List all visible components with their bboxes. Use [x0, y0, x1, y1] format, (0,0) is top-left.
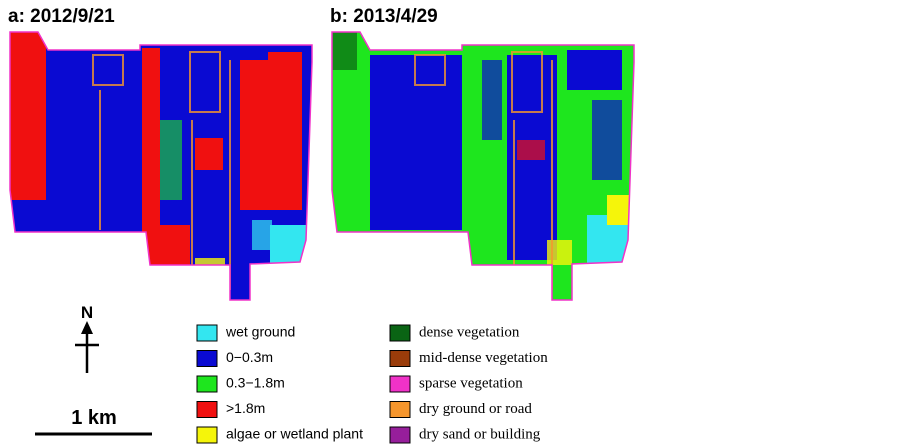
north-label: N [81, 303, 93, 322]
legend-label: wet ground [225, 324, 295, 340]
legend-label: dense vegetation [419, 324, 520, 340]
panel-title: b: 2013/4/29 [330, 6, 438, 27]
legend-swatch [389, 350, 411, 367]
legend-label: dry sand or building [419, 426, 541, 442]
legend-swatch [389, 324, 411, 342]
legend-swatch [196, 426, 218, 444]
legend-label: algae or wetland plant [226, 426, 363, 442]
legend-label: mid-dense vegetation [419, 350, 548, 366]
legend-swatch [389, 375, 411, 393]
legend-swatch [196, 375, 218, 393]
panel-title: a: 2012/9/21 [8, 6, 115, 27]
legend: wet ground 0−0.3m 0.3−1.8m >1.8m algae or we… [196, 324, 548, 444]
legend-label: sparse vegetation [419, 375, 523, 391]
legend-label: >1.8m [226, 400, 265, 416]
legend-swatch [389, 401, 411, 418]
legend-label: 0−0.3m [226, 349, 273, 365]
map-b [332, 32, 634, 300]
legend-swatch [389, 426, 411, 444]
legend-swatch [196, 324, 218, 342]
legend-swatch [196, 401, 218, 418]
north-arrow [75, 330, 99, 373]
legend-label: 0.3−1.8m [226, 375, 285, 391]
legend-label: dry ground or road [419, 401, 532, 417]
legend-swatch [196, 350, 218, 367]
scale-label: 1 km [71, 407, 117, 429]
